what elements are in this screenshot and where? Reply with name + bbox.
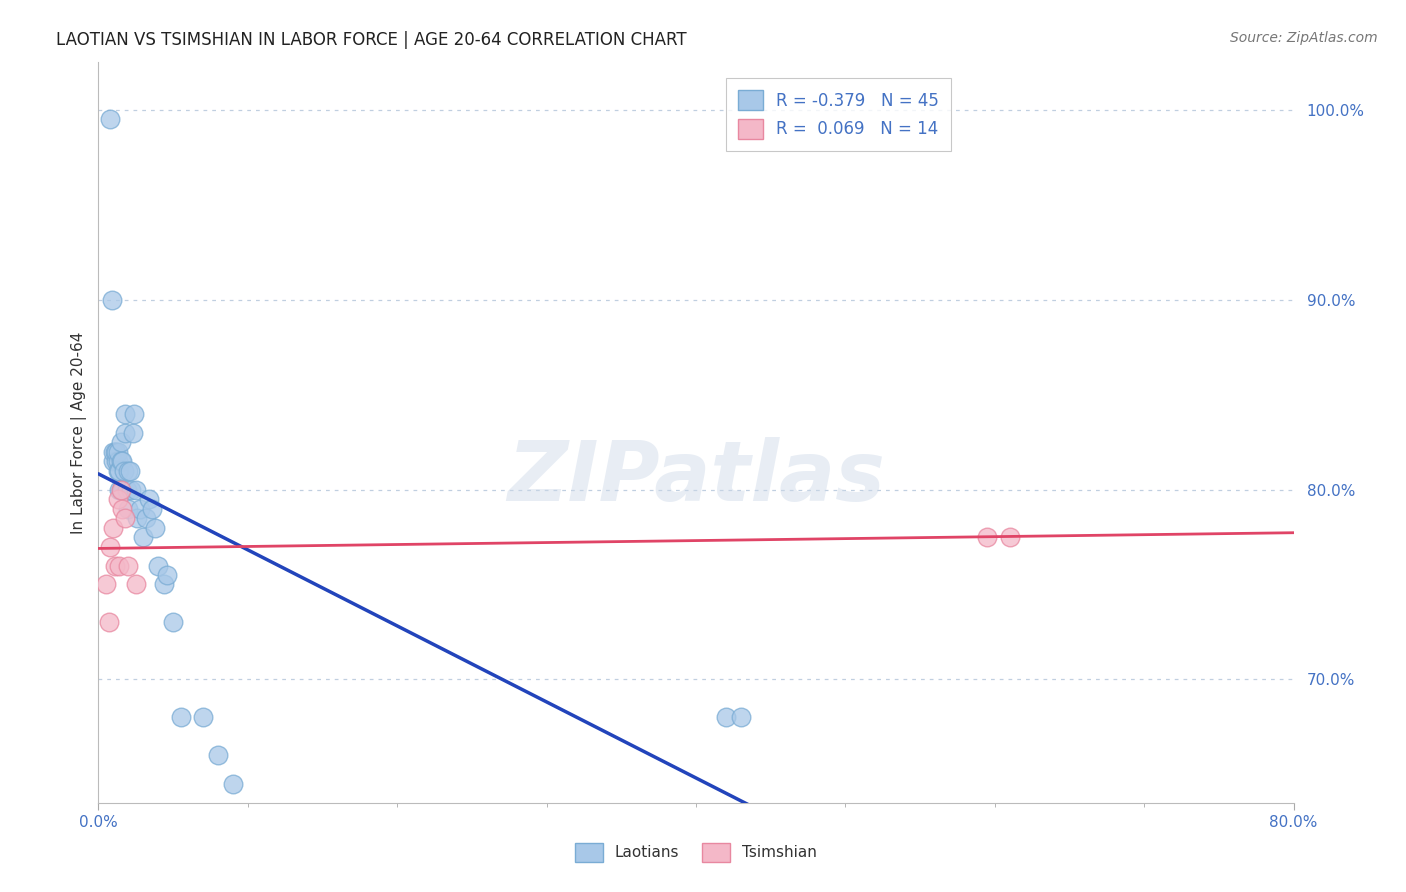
Point [141, 501, 163, 516]
Point [998, 530, 1021, 544]
Point [730, 710, 752, 724]
Point [114, 511, 136, 525]
Point [105, 454, 128, 468]
Point [110, 483, 132, 497]
Point [117, 464, 139, 478]
Point [714, 710, 737, 724]
Point [97, 615, 120, 630]
Point [115, 483, 138, 497]
Text: ZIPatlas: ZIPatlas [508, 436, 884, 517]
Point [153, 577, 176, 591]
Point [105, 444, 128, 458]
Point [222, 777, 245, 791]
Point [98, 112, 122, 127]
Point [125, 483, 148, 497]
Point [162, 615, 184, 630]
Point [98, 540, 122, 554]
Point [121, 425, 143, 440]
Point [107, 491, 129, 506]
Point [124, 407, 146, 421]
Point [104, 558, 127, 573]
Point [207, 748, 229, 763]
Point [148, 558, 170, 573]
Point [107, 444, 129, 458]
Point [191, 710, 214, 724]
Y-axis label: In Labor Force | Age 20-64: In Labor Force | Age 20-64 [72, 332, 87, 533]
Point [117, 558, 139, 573]
Point [135, 511, 157, 525]
Text: LAOTIAN VS TSIMSHIAN IN LABOR FORCE | AGE 20-64 CORRELATION CHART: LAOTIAN VS TSIMSHIAN IN LABOR FORCE | AG… [56, 31, 688, 49]
Point [112, 464, 135, 478]
Point [107, 454, 129, 468]
Point [110, 483, 132, 497]
Point [125, 577, 148, 591]
Point [108, 558, 131, 573]
Point [129, 501, 152, 516]
Point [118, 464, 141, 478]
Point [976, 530, 998, 544]
Point [110, 454, 132, 468]
Legend: Laotians, Tsimshian: Laotians, Tsimshian [568, 835, 824, 869]
Point [138, 491, 160, 506]
Point [143, 520, 166, 534]
Point [103, 520, 125, 534]
Point [111, 483, 134, 497]
Point [111, 501, 134, 516]
Point [103, 454, 125, 468]
Point [117, 501, 139, 516]
Point [107, 464, 129, 478]
Point [114, 407, 136, 421]
Point [127, 511, 149, 525]
Point [108, 483, 131, 497]
Point [156, 568, 179, 582]
Point [94, 577, 117, 591]
Point [104, 444, 127, 458]
Point [120, 483, 142, 497]
Point [110, 435, 132, 450]
Point [169, 710, 191, 724]
Point [114, 425, 136, 440]
Text: Source: ZipAtlas.com: Source: ZipAtlas.com [1230, 31, 1378, 45]
Point [101, 293, 124, 307]
Point [132, 530, 155, 544]
Point [103, 444, 125, 458]
Point [111, 454, 134, 468]
Point [108, 464, 131, 478]
